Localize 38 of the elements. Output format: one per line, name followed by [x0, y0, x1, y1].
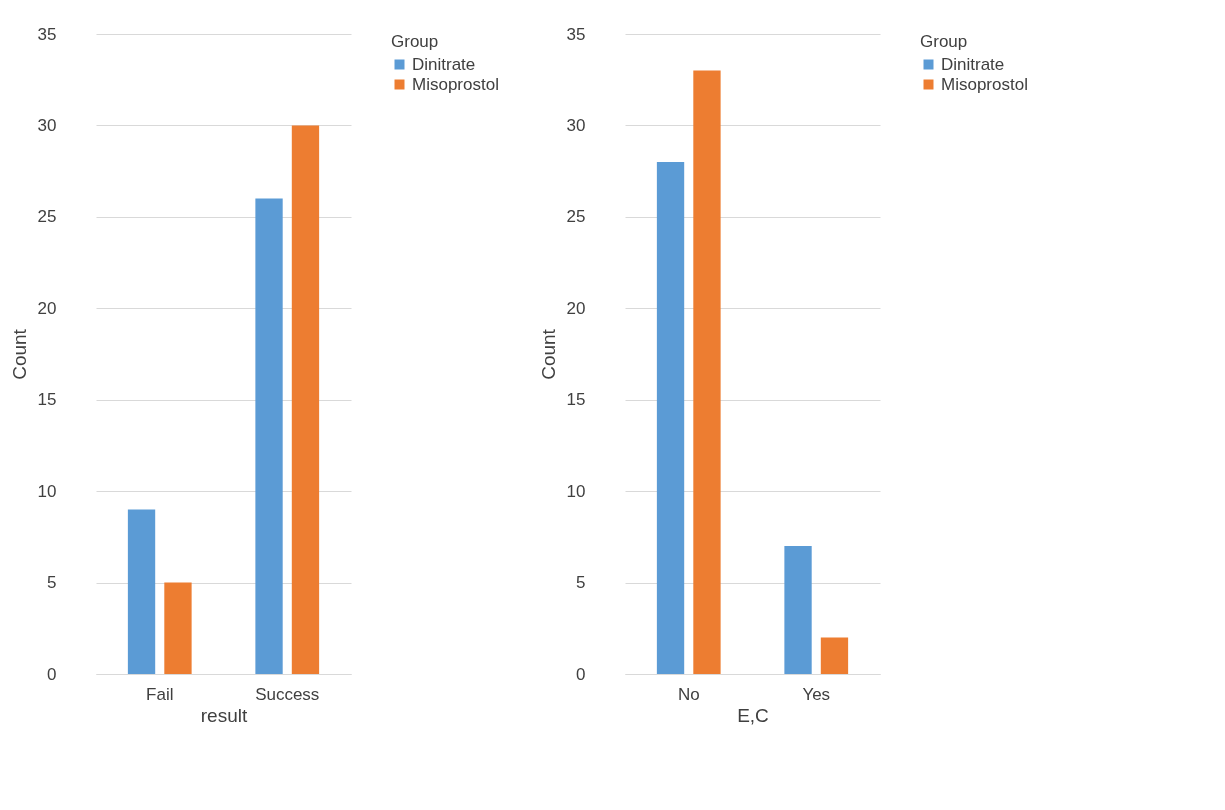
legend-label: Dinitrate: [412, 54, 476, 74]
x-tick-label: No: [677, 684, 700, 704]
bar: [127, 509, 156, 674]
bar: [255, 198, 283, 674]
y-tick-label: 5: [576, 573, 586, 593]
y-tick-label: 0: [47, 664, 57, 684]
y-axis-title: Count: [537, 328, 559, 380]
y-tick-label: 5: [47, 573, 57, 593]
y-tick-label: 20: [566, 298, 586, 318]
bar: [656, 162, 685, 674]
x-axis-title: E,C: [737, 704, 769, 726]
x-tick-label: Success: [255, 684, 320, 704]
y-tick-label: 30: [37, 115, 57, 135]
legend-label: Misoprostol: [412, 74, 499, 94]
y-tick-label: 30: [566, 115, 586, 135]
y-tick-label: 25: [566, 207, 586, 227]
x-tick-label: Fail: [146, 684, 174, 704]
bar: [164, 582, 192, 674]
x-axis-title: result: [200, 704, 248, 726]
bar: [820, 637, 849, 674]
bar: [291, 125, 320, 674]
legend-label: Misoprostol: [941, 74, 1028, 94]
x-tick-label: Yes: [802, 684, 831, 704]
y-tick-label: 10: [37, 481, 57, 501]
bar: [784, 546, 812, 674]
y-tick-label: 20: [37, 298, 57, 318]
y-tick-label: 15: [566, 390, 586, 410]
bar: [693, 70, 721, 674]
y-tick-label: 0: [576, 664, 586, 684]
y-tick-label: 10: [566, 481, 586, 501]
legend-label: Dinitrate: [941, 54, 1005, 74]
y-axis-title: Count: [8, 328, 30, 380]
y-tick-label: 25: [37, 207, 57, 227]
y-tick-label: 35: [37, 24, 57, 44]
legend-title: Group: [391, 32, 439, 51]
y-tick-label: 15: [37, 390, 57, 410]
legend-title: Group: [920, 32, 968, 51]
y-tick-label: 35: [566, 24, 586, 44]
